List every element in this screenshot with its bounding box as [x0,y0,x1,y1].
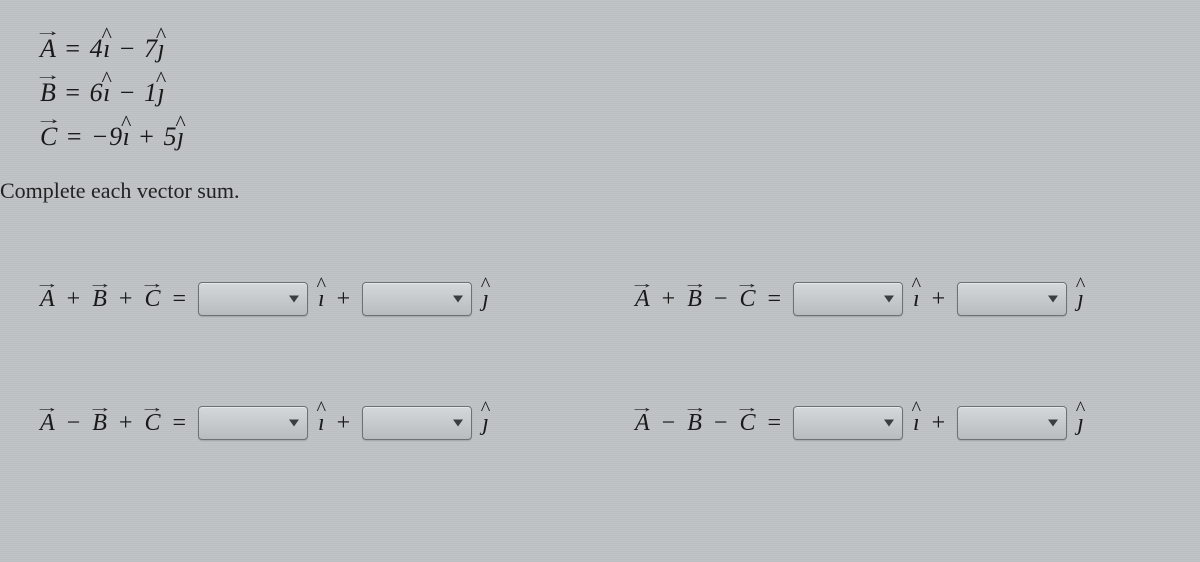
chevron-down-icon [1048,420,1058,427]
a-j-sign: − [118,34,137,63]
vec-c: C [144,410,160,437]
j-hat: ȷ [157,80,165,106]
i-coef-dropdown[interactable] [793,406,903,440]
i-hat: ı [103,80,111,106]
chevron-down-icon [453,296,463,303]
op: + [117,410,135,437]
chevron-down-icon [1048,296,1058,303]
j-coef-dropdown[interactable] [957,282,1067,316]
problem-row: A + B + C = ı + ȷ [40,282,565,316]
j-hat: ȷ [1077,286,1084,313]
i-hat: ı [103,36,111,62]
eq-sign: = [765,410,783,437]
vec-b: B [687,286,702,313]
eq-sign: = [63,34,82,63]
vec-b: B [92,286,107,313]
problem-row: A − B − C = ı + ȷ [635,406,1160,440]
problems-grid: A + B + C = ı + ȷ A + B − C = ı + ȷ A [40,282,1160,440]
plus: + [930,410,948,437]
vec-c: C [739,410,755,437]
vec-b: B [687,410,702,437]
eq-sign: = [765,286,783,313]
vec-c: C [739,286,755,313]
op: + [65,286,83,313]
op: + [660,286,678,313]
j-hat: ȷ [157,36,165,62]
equation-c: C = −9ı + 5ȷ [40,124,1160,150]
i-hat: ı [913,410,920,437]
j-hat: ȷ [482,410,489,437]
i-hat: ı [913,286,920,313]
chevron-down-icon [884,420,894,427]
vec-a: A [40,410,55,437]
i-coef-dropdown[interactable] [198,406,308,440]
c-j-sign: + [137,122,156,151]
c-i-sign: − [91,122,109,151]
vec-b: B [92,410,107,437]
j-coef-dropdown[interactable] [957,406,1067,440]
prompt-text: Complete each vector sum. [0,178,1160,204]
plus: + [335,286,353,313]
eq-sign: = [65,122,84,151]
op: − [660,410,678,437]
j-coef-dropdown[interactable] [362,406,472,440]
chevron-down-icon [289,420,299,427]
vec-a: A [635,286,650,313]
equation-b: B = 6ı − 1ȷ [40,80,1160,106]
j-hat: ȷ [177,124,185,150]
vec-c-symbol: C [40,124,58,150]
problem-row: A + B − C = ı + ȷ [635,282,1160,316]
i-hat: ı [123,124,131,150]
i-coef-dropdown[interactable] [198,282,308,316]
plus: + [930,286,948,313]
i-coef-dropdown[interactable] [793,282,903,316]
vec-a-symbol: A [40,36,56,62]
chevron-down-icon [884,296,894,303]
op: − [712,410,730,437]
j-hat: ȷ [1077,410,1084,437]
i-hat: ı [318,410,325,437]
plus: + [335,410,353,437]
eq-sign: = [170,410,188,437]
j-hat: ȷ [482,286,489,313]
equation-a: A = 4ı − 7ȷ [40,36,1160,62]
chevron-down-icon [453,420,463,427]
op: + [117,286,135,313]
eq-sign: = [63,78,82,107]
chevron-down-icon [289,296,299,303]
eq-sign: = [170,286,188,313]
vec-c: C [144,286,160,313]
vec-a: A [635,410,650,437]
vec-a: A [40,286,55,313]
op: − [65,410,83,437]
i-hat: ı [318,286,325,313]
vec-b-symbol: B [40,80,56,106]
j-coef-dropdown[interactable] [362,282,472,316]
problem-row: A − B + C = ı + ȷ [40,406,565,440]
op: − [712,286,730,313]
b-j-sign: − [118,78,137,107]
